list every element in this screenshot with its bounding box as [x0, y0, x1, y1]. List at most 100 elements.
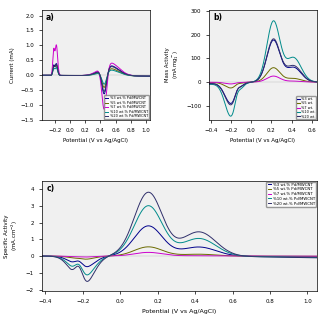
%5 wt.% Pd/MWCNT	[162, 249, 165, 252]
%3 wt.% Pd/MWCNT	[162, 236, 165, 240]
%10 wt.% Pd/MWCNT	[260, 255, 264, 259]
%5 wt.% Pd/MWCNT	[40, 254, 44, 258]
%5 wt.% Pd/MWCNT	[260, 254, 264, 258]
%3 wt.% Pd/MWCNT	[102, 92, 106, 96]
%20 wt.% Pd/MWCNT	[40, 73, 44, 77]
%10 wt.% Pd/MWCNT	[114, 69, 118, 73]
%10 wt.% Pd/MWCNT	[84, 74, 87, 77]
Line: %10 wt.% Pd/MWCNT: %10 wt.% Pd/MWCNT	[42, 206, 317, 275]
%3 wt.% Pd/MWCNT	[152, 226, 156, 229]
%20 wt.% Pd/MWCNT	[255, 255, 259, 259]
%5 wt.% Pd/MWCNT	[51, 69, 54, 73]
%10 wt.% Pd/MWCNT	[54, 66, 58, 69]
%7 wt.% Pd/MWCNT	[40, 254, 44, 258]
%5 wt.% Pd/MWCNT	[126, 73, 130, 77]
%10 wt.% Pd/MWCNT	[51, 70, 54, 74]
%7 wt.% Pd/MWCNT	[83, 255, 87, 259]
%7 wt.% Pd/MWCNT	[68, 255, 72, 259]
Text: a): a)	[46, 13, 55, 22]
X-axis label: Potential (V vs Ag/AgCl): Potential (V vs Ag/AgCl)	[142, 309, 216, 314]
%5 wt.% Pd/MWCNT	[229, 254, 233, 258]
%5 wt.% Pd/MWCNT	[124, 73, 128, 76]
%3 wt.% Pd/MWCNT	[54, 62, 58, 66]
%20 wt.% Pd/MWCNT	[315, 256, 319, 260]
%7 wt.% Pd/MWCNT	[114, 63, 118, 67]
Y-axis label: Mass Activity
(mA mg$_1^-$): Mass Activity (mA mg$_1^-$)	[165, 47, 180, 82]
%10 wt.% Pd/MWCNT	[148, 74, 151, 78]
%3 wt.% Pd/MWCNT	[114, 66, 118, 70]
X-axis label: Potential (V vs Ag/AgCl): Potential (V vs Ag/AgCl)	[230, 138, 295, 143]
%20 wt.% Pd/MWCNT	[40, 254, 44, 258]
%3 wt.% Pd/MWCNT	[51, 68, 54, 72]
Line: %7 wt.% Pd/MWCNT: %7 wt.% Pd/MWCNT	[42, 252, 317, 257]
%10 wt.% Pd/MWCNT	[229, 252, 233, 255]
%3 wt.% Pd/MWCNT	[85, 265, 89, 268]
%10 wt.% Pd/MWCNT	[255, 255, 259, 259]
%20 wt.% Pd/MWCNT	[85, 279, 89, 283]
%10 wt.% Pd/MWCNT	[87, 73, 91, 77]
%7 wt.% Pd/MWCNT	[84, 73, 87, 77]
%20 wt.% Pd/MWCNT	[126, 73, 130, 77]
%10 wt.% Pd/MWCNT	[40, 73, 44, 77]
Legend: %3 wt.% Pd/MWCNT, %5 wt.% Pd/MWCNT, %7 wt.% Pd/MWCNT, %10 wt.% Pd/MWCNT, %20 wt.: %3 wt.% Pd/MWCNT, %5 wt.% Pd/MWCNT, %7 w…	[104, 95, 149, 119]
%20 wt.% Pd/MWCNT	[84, 73, 87, 77]
X-axis label: Potential (V vs Ag/AgCl): Potential (V vs Ag/AgCl)	[63, 138, 128, 143]
%10 wt.% Pd/MWCNT	[315, 256, 319, 260]
%7 wt.% Pd/MWCNT	[40, 73, 44, 77]
%20 wt.% Pd/MWCNT	[148, 74, 151, 78]
%7 wt.% Pd/MWCNT	[315, 254, 319, 258]
%10 wt.% Pd/MWCNT	[147, 204, 150, 208]
%20 wt.% Pd/MWCNT	[152, 194, 156, 198]
%10 wt.% Pd/MWCNT	[40, 254, 44, 258]
%5 wt.% Pd/MWCNT	[147, 245, 150, 249]
%20 wt.% Pd/MWCNT	[114, 66, 118, 70]
%7 wt.% Pd/MWCNT	[229, 254, 233, 258]
Text: b): b)	[213, 13, 222, 22]
Line: %7 wt.% Pd/MWCNT: %7 wt.% Pd/MWCNT	[42, 45, 149, 109]
Text: c): c)	[47, 184, 55, 193]
%5 wt.% Pd/MWCNT	[114, 68, 118, 72]
%5 wt.% Pd/MWCNT	[54, 63, 58, 67]
%7 wt.% Pd/MWCNT	[124, 71, 128, 75]
Y-axis label: Current (mA): Current (mA)	[10, 47, 15, 83]
%20 wt.% Pd/MWCNT	[260, 255, 264, 259]
%20 wt.% Pd/MWCNT	[54, 63, 58, 67]
%7 wt.% Pd/MWCNT	[152, 251, 156, 254]
%3 wt.% Pd/MWCNT	[68, 259, 72, 263]
%3 wt.% Pd/MWCNT	[87, 73, 91, 77]
%7 wt.% Pd/MWCNT	[102, 107, 106, 111]
Legend: %3 wt., %5 wt., %7 wt., %10 wt., %20 wt.: %3 wt., %5 wt., %7 wt., %10 wt., %20 wt.	[296, 96, 316, 119]
%3 wt.% Pd/MWCNT	[229, 253, 233, 257]
%3 wt.% Pd/MWCNT	[255, 254, 259, 258]
%10 wt.% Pd/MWCNT	[85, 273, 89, 277]
%20 wt.% Pd/MWCNT	[162, 216, 165, 220]
%7 wt.% Pd/MWCNT	[126, 72, 130, 76]
%10 wt.% Pd/MWCNT	[68, 263, 72, 267]
%20 wt.% Pd/MWCNT	[51, 69, 54, 73]
%7 wt.% Pd/MWCNT	[148, 74, 151, 78]
%20 wt.% Pd/MWCNT	[147, 190, 150, 194]
%3 wt.% Pd/MWCNT	[147, 224, 150, 228]
Line: %3 wt.% Pd/MWCNT: %3 wt.% Pd/MWCNT	[42, 64, 149, 94]
%20 wt.% Pd/MWCNT	[124, 72, 128, 76]
%3 wt.% Pd/MWCNT	[40, 254, 44, 258]
Line: %5 wt.% Pd/MWCNT: %5 wt.% Pd/MWCNT	[42, 65, 149, 87]
%5 wt.% Pd/MWCNT	[87, 73, 91, 77]
%5 wt.% Pd/MWCNT	[102, 85, 106, 89]
%7 wt.% Pd/MWCNT	[162, 252, 165, 256]
%20 wt.% Pd/MWCNT	[229, 251, 233, 254]
%20 wt.% Pd/MWCNT	[102, 90, 106, 93]
%7 wt.% Pd/MWCNT	[54, 43, 58, 47]
%3 wt.% Pd/MWCNT	[126, 73, 130, 76]
%7 wt.% Pd/MWCNT	[87, 73, 91, 76]
%10 wt.% Pd/MWCNT	[152, 207, 156, 211]
%5 wt.% Pd/MWCNT	[84, 74, 87, 77]
Y-axis label: Specific Activity
(mA.cm$^{-2}$): Specific Activity (mA.cm$^{-2}$)	[4, 214, 20, 258]
%5 wt.% Pd/MWCNT	[84, 257, 88, 261]
Line: %3 wt.% Pd/MWCNT: %3 wt.% Pd/MWCNT	[42, 226, 317, 267]
%7 wt.% Pd/MWCNT	[147, 251, 150, 254]
%5 wt.% Pd/MWCNT	[152, 245, 156, 249]
%10 wt.% Pd/MWCNT	[102, 82, 106, 86]
%7 wt.% Pd/MWCNT	[51, 61, 54, 65]
%3 wt.% Pd/MWCNT	[148, 74, 151, 78]
